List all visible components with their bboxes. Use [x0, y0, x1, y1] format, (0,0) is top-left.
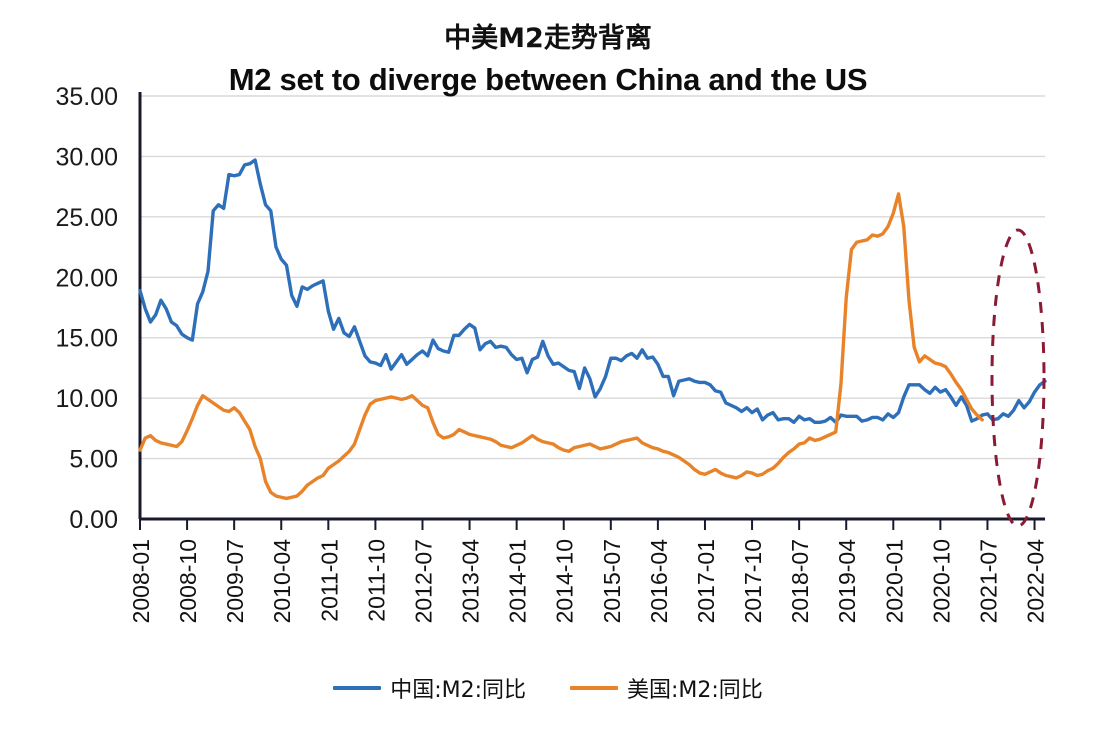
series-line-china-m2: [138, 158, 1047, 425]
legend-label: 中国:M2:同比: [390, 678, 526, 703]
x-axis-ticks: 2008-01 2008-10 2009-07 2010-04 2011-01 2011-…: [128, 519, 1049, 623]
y-axis-ticks: 0.00 5.00 10.00 15.00 20.00 25.00 30.00 35.00: [55, 83, 118, 534]
x-tick-label: 2014-10: [552, 539, 578, 623]
y-gridlines: [140, 95, 1045, 460]
y-tick-label: 30.00: [55, 143, 118, 171]
x-tick-label: 2017-01: [693, 539, 719, 623]
x-tick-label: 2017-10: [740, 539, 766, 623]
series-line-us-m2: [138, 192, 984, 501]
y-tick-label: 25.00: [55, 204, 118, 232]
y-tick-label: 15.00: [55, 325, 118, 353]
x-tick-label: 2010-04: [269, 539, 295, 624]
legend-label: 美国:M2:同比: [627, 678, 763, 703]
y-tick-label: 5.00: [69, 446, 118, 474]
x-tick-label: 2015-07: [599, 539, 625, 623]
x-tick-label: 2011-10: [363, 539, 389, 622]
x-tick-label: 2022-04: [1023, 539, 1049, 624]
x-tick-label: 2009-07: [222, 539, 248, 623]
x-tick-label: 2011-01: [316, 539, 342, 622]
x-tick-label: 2012-07: [410, 539, 436, 623]
x-tick-label: 2021-07: [975, 539, 1001, 623]
y-tick-label: 35.00: [55, 83, 118, 111]
data-series-group: [138, 158, 1047, 501]
x-tick-label: 2013-04: [458, 539, 484, 624]
chart-title-chinese: 中美M2走势背离: [444, 23, 652, 54]
legend-item-us-m2[interactable]: 美国:M2:同比: [570, 672, 763, 704]
y-tick-label: 20.00: [55, 264, 118, 292]
x-tick-label: 2008-10: [175, 539, 201, 623]
x-tick-label: 2019-04: [834, 539, 860, 624]
x-tick-label: 2014-01: [505, 539, 531, 623]
x-tick-label: 2008-01: [128, 539, 154, 623]
divergence-ellipse: [990, 228, 1046, 528]
legend-item-china-m2[interactable]: 中国:M2:同比: [333, 672, 526, 704]
x-tick-label: 2018-07: [787, 539, 813, 623]
y-tick-label: 0.00: [69, 506, 118, 534]
x-tick-label: 2016-04: [646, 539, 672, 624]
chart-title-english: M2 set to diverge between China and the …: [228, 62, 868, 97]
x-tick-label: 2020-01: [881, 539, 907, 623]
legend-color-swatch: [570, 686, 618, 690]
chart-legend: 中国:M2:同比 美国:M2:同比: [0, 672, 1096, 704]
x-tick-label: 2020-10: [928, 539, 954, 623]
y-tick-label: 10.00: [55, 385, 118, 413]
legend-color-swatch: [333, 686, 382, 690]
